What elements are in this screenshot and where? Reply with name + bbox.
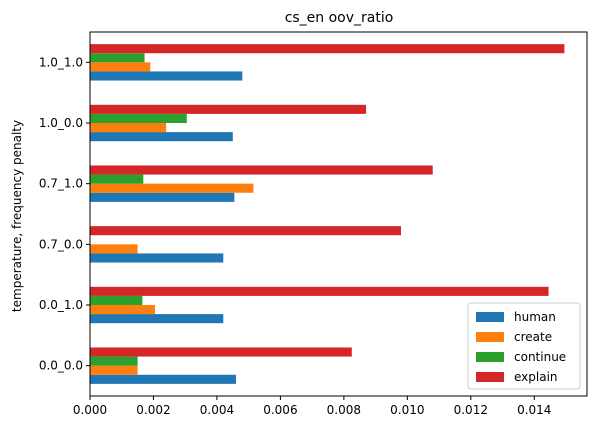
- bar-continue-0.0_1.0: [90, 295, 143, 305]
- plot-frame: [89, 31, 588, 397]
- bar-continue-1.0_0.0: [90, 113, 187, 123]
- bars-layer: [90, 44, 565, 384]
- legend-swatch-explain: [476, 372, 504, 382]
- legend: human create continue explain: [467, 302, 581, 390]
- legend-label-continue: continue: [514, 350, 566, 364]
- bar-create-0.7_1.0: [90, 183, 254, 193]
- x-tick-label: 0.008: [327, 403, 361, 417]
- bar-human-1.0_1.0: [90, 71, 243, 81]
- bar-human-0.7_0.0: [90, 253, 224, 263]
- legend-label-create: create: [514, 330, 552, 344]
- y-tick-label: 1.0_1.0: [39, 55, 83, 69]
- bar-human-0.0_0.0: [90, 374, 236, 384]
- x-tick-label: 0.002: [136, 403, 170, 417]
- x-tick-label: 0.006: [263, 403, 297, 417]
- x-tick-label: 0.014: [517, 403, 551, 417]
- bar-explain-0.0_0.0: [90, 347, 352, 357]
- legend-label-human: human: [514, 310, 556, 324]
- legend-swatch-continue: [476, 352, 504, 362]
- x-tick-label: 0.012: [454, 403, 488, 417]
- legend-label-explain: explain: [514, 370, 558, 384]
- bar-human-0.0_1.0: [90, 314, 224, 324]
- bar-human-1.0_0.0: [90, 132, 233, 142]
- bar-create-0.7_0.0: [90, 244, 138, 254]
- y-tick-label: 0.7_1.0: [39, 177, 83, 191]
- bar-human-0.7_1.0: [90, 192, 235, 202]
- legend-box: [467, 302, 581, 390]
- bar-create-1.0_0.0: [90, 123, 167, 133]
- y-tick-label: 0.0_0.0: [39, 359, 83, 373]
- bar-create-1.0_1.0: [90, 62, 151, 72]
- x-tick-label: 0.010: [390, 403, 424, 417]
- y-tick-label: 1.0_0.0: [39, 116, 83, 130]
- bar-continue-1.0_1.0: [90, 53, 145, 63]
- bar-continue-0.0_0.0: [90, 356, 138, 366]
- x-tick-label: 0.004: [200, 403, 234, 417]
- bar-explain-0.7_1.0: [90, 165, 433, 175]
- legend-swatch-human: [476, 312, 504, 322]
- chart-title: cs_en oov_ratio: [285, 10, 394, 26]
- bar-explain-1.0_1.0: [90, 44, 565, 54]
- legend-swatch-create: [476, 332, 504, 342]
- bar-create-0.0_0.0: [90, 365, 138, 375]
- y-tick-label: 0.7_0.0: [39, 237, 83, 251]
- bar-create-0.0_1.0: [90, 305, 156, 315]
- bar-explain-0.7_0.0: [90, 226, 401, 236]
- bar-continue-0.7_1.0: [90, 174, 144, 184]
- bar-explain-1.0_0.0: [90, 104, 367, 114]
- x-tick-label: 0.000: [73, 403, 107, 417]
- bar-explain-0.0_1.0: [90, 286, 549, 296]
- y-tick-label: 0.0_1.0: [39, 298, 83, 312]
- ticks-layer: 0.0_0.0 0.0_1.0 0.7_0.0 0.7_1.0 1.0_0.0 1.0_1…: [39, 55, 552, 417]
- y-axis-label: temperature, frequency penalty: [10, 120, 24, 312]
